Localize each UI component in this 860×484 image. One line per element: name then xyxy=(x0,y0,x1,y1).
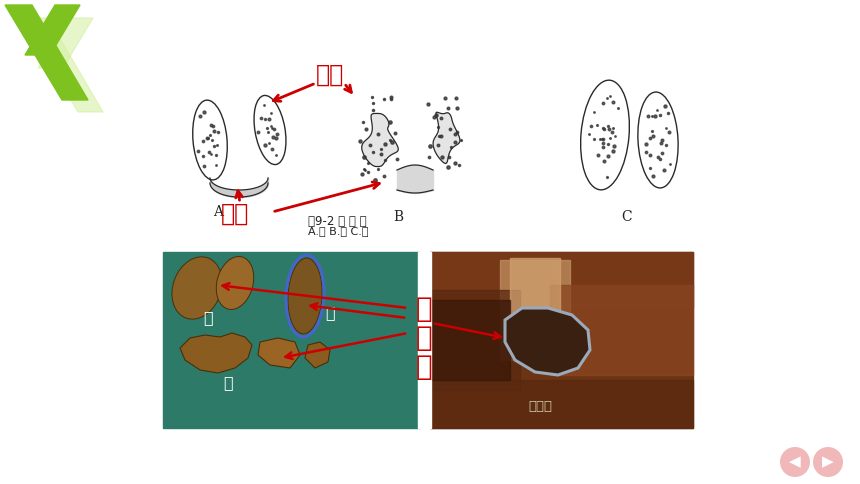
Text: 猪: 猪 xyxy=(325,305,335,320)
Bar xyxy=(163,252,419,428)
Ellipse shape xyxy=(780,447,810,477)
Polygon shape xyxy=(5,5,88,100)
Polygon shape xyxy=(22,18,103,112)
Text: 图9-2 甲 状 腺: 图9-2 甲 状 腺 xyxy=(308,215,366,228)
Bar xyxy=(430,252,693,307)
Polygon shape xyxy=(25,5,80,55)
Text: A: A xyxy=(213,205,223,219)
Text: ▶: ▶ xyxy=(822,454,834,469)
Polygon shape xyxy=(305,342,330,368)
Polygon shape xyxy=(505,308,590,375)
Polygon shape xyxy=(180,333,252,373)
Text: 甲
状
腺: 甲 状 腺 xyxy=(415,295,433,381)
Text: 甲状腺: 甲状腺 xyxy=(528,400,552,413)
Text: B: B xyxy=(393,210,403,224)
Ellipse shape xyxy=(638,92,679,188)
Bar xyxy=(550,285,693,375)
Text: ◀: ◀ xyxy=(789,454,801,469)
Text: 牛: 牛 xyxy=(224,375,233,390)
Text: 马: 马 xyxy=(203,310,212,325)
Bar xyxy=(510,258,560,333)
Ellipse shape xyxy=(216,257,254,309)
Bar xyxy=(500,260,570,360)
Ellipse shape xyxy=(254,95,286,165)
Ellipse shape xyxy=(172,257,222,319)
Text: C: C xyxy=(622,210,632,224)
Bar xyxy=(418,252,431,428)
Polygon shape xyxy=(38,18,93,68)
Ellipse shape xyxy=(193,100,227,180)
Ellipse shape xyxy=(288,258,322,334)
Text: A.马 B.牛 C.猪: A.马 B.牛 C.猪 xyxy=(308,226,368,236)
Bar xyxy=(430,300,510,380)
Bar xyxy=(430,290,520,390)
Text: 腺峡: 腺峡 xyxy=(221,202,249,226)
Bar xyxy=(430,252,693,428)
Polygon shape xyxy=(433,112,460,164)
Ellipse shape xyxy=(813,447,843,477)
Text: 侧叶: 侧叶 xyxy=(316,63,344,87)
Polygon shape xyxy=(258,338,300,368)
Bar xyxy=(430,380,693,428)
Polygon shape xyxy=(362,113,398,166)
Ellipse shape xyxy=(580,80,630,190)
